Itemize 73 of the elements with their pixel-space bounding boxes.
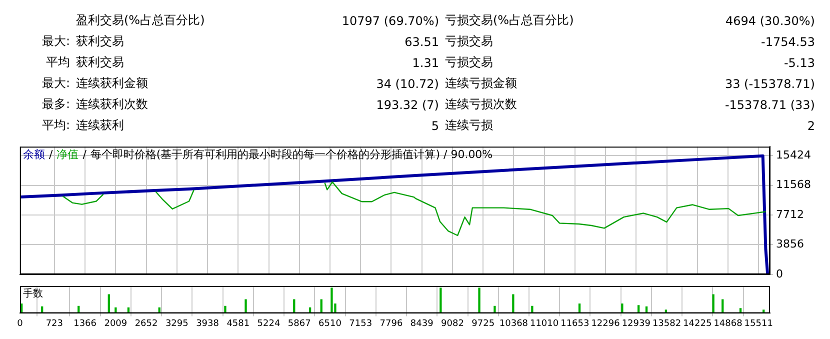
text: 连续亏损 (445, 117, 494, 134)
bar (224, 306, 226, 314)
text: 10797 (69.70%) (340, 14, 440, 28)
text: 连续获利次数 (76, 96, 149, 113)
x-tick-label: 12296 (591, 318, 620, 329)
text: 盈利交易(%占总百分比) (76, 12, 206, 29)
text: 亏损交易 (445, 33, 494, 50)
x-tick-label: 15511 (744, 318, 773, 329)
text: 亏损交易(%占总百分比) (445, 12, 575, 29)
text: -1754.53 (760, 34, 815, 48)
text: 1.31 (411, 56, 440, 70)
x-tick-label: 2009 (104, 318, 128, 329)
text: 连续获利 (76, 117, 125, 134)
text: 4694 (30.30%) (724, 14, 815, 28)
y-tick-label: 11568 (776, 178, 811, 192)
text: -15378.71 (33) (724, 98, 815, 112)
x-tick-label: 723 (46, 318, 64, 329)
bar (330, 288, 333, 314)
y-tick-label: 0 (776, 267, 783, 280)
chart-title: 手数 (23, 288, 43, 300)
text: 最大: (40, 33, 71, 50)
annotation: / (82, 148, 87, 161)
bar (494, 306, 496, 314)
x-tick-label: 11010 (530, 318, 559, 329)
x-tick-label: 10368 (499, 318, 528, 329)
y-tick-label: 7712 (776, 208, 804, 221)
text: 净值 (56, 148, 79, 161)
text: 2 (806, 118, 815, 132)
text: 34 (10.72) (375, 76, 440, 90)
text: 连续获利金额 (76, 75, 149, 92)
text: 余额 (23, 148, 45, 161)
x-tick-label: 3938 (196, 318, 220, 329)
x-tick-label: 4581 (226, 318, 250, 329)
text: 获利交易 (76, 54, 125, 71)
text: 5 (430, 118, 440, 132)
text: 获利交易 (76, 33, 125, 50)
annotation: / (49, 148, 53, 161)
x-tick-label: 9082 (441, 318, 464, 329)
x-tick-label: 12939 (622, 318, 651, 329)
text: 连续亏损次数 (445, 96, 518, 113)
text: 最大: (40, 75, 71, 92)
x-tick-label: 3295 (165, 318, 188, 329)
x-tick-label: 0 (17, 318, 24, 329)
x-tick-label: 6510 (318, 318, 342, 329)
x-tick-label: 14225 (683, 318, 712, 329)
x-tick-label: 11653 (560, 318, 590, 329)
bar (621, 304, 624, 314)
x-tick-label: 7153 (349, 318, 372, 329)
x-tick-label: 13582 (652, 318, 682, 329)
text: 平均 (45, 54, 71, 71)
x-tick-label: 5224 (257, 318, 280, 329)
x-tick-label: 5867 (288, 318, 311, 329)
text: 63.51 (404, 34, 440, 48)
text: 最多: (40, 96, 71, 113)
x-tick-label: 2652 (134, 318, 158, 329)
x-tick-label: 7796 (380, 318, 403, 329)
x-tick-label: 1366 (74, 318, 97, 329)
text: 亏损交易 (445, 54, 494, 71)
bar (531, 306, 534, 314)
bar (512, 294, 514, 314)
y-tick-label: 3856 (776, 238, 804, 251)
text: -5.13 (782, 56, 815, 70)
bar (244, 299, 247, 314)
text: 平均: (40, 117, 71, 134)
x-tick-label: 8439 (410, 318, 434, 329)
text: 193.32 (7) (375, 98, 440, 112)
text: 33 (-15378.71) (724, 76, 815, 90)
chart-subtitle: 每个即时价格(基于所有可利用的最小时段的每一个价格的分形插值计算) / 90.00% (90, 148, 493, 161)
bar (478, 288, 480, 314)
y-tick-label: 15424 (776, 148, 811, 162)
x-tick-label: 14868 (714, 318, 743, 329)
text: 连续亏损金额 (445, 75, 518, 92)
x-tick-label: 9725 (472, 318, 495, 329)
